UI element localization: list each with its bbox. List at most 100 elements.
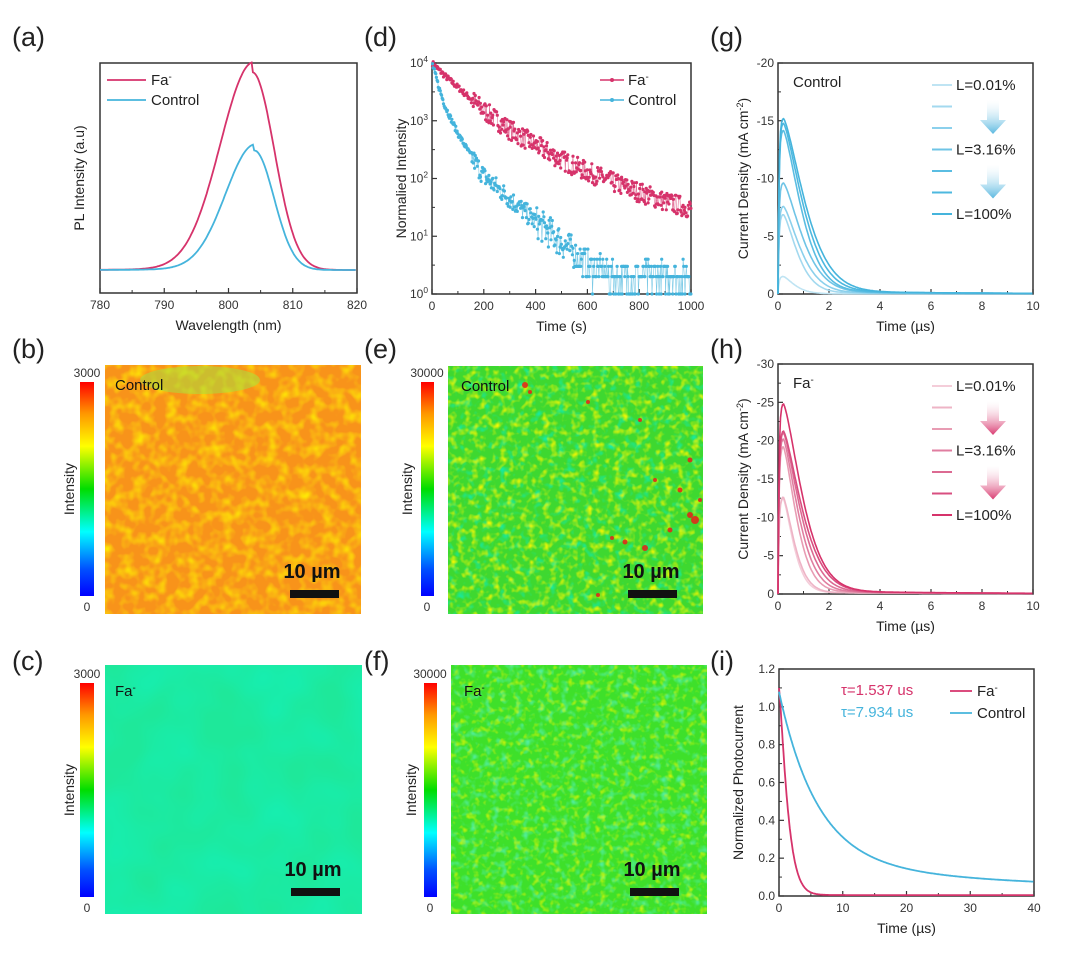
y-tick-label: 0 (767, 287, 774, 301)
map-b-sample-label: Control (115, 377, 163, 394)
legend-label: Fa- (628, 72, 649, 90)
map-e-scale-bar (628, 590, 677, 598)
panel-label-h: (h) (710, 334, 743, 364)
colorbar-b (80, 382, 94, 596)
lifetime-annotation: τ=1.537 us (841, 682, 913, 699)
x-tick-label: 800 (629, 299, 649, 313)
y-tick-label: 100 (410, 285, 428, 301)
panel-label-d: (d) (364, 22, 397, 52)
x-tick-label: 0 (775, 299, 782, 313)
y-tick-label: -10 (757, 510, 775, 524)
map-e: 30000 0 Intensity Control 10 µm (399, 366, 703, 614)
colorbar-c (80, 683, 94, 897)
map-e-texture (448, 366, 703, 614)
colorbar-e-max: 30000 (410, 366, 444, 380)
x-tick-label: 4 (877, 599, 884, 613)
x-axis-label: Time (µs) (877, 920, 936, 936)
x-tick-label: 0 (429, 299, 436, 313)
x-tick-label: 820 (347, 298, 367, 312)
legend-marker (610, 78, 614, 82)
x-tick-label: 30 (964, 901, 978, 915)
map-f-texture (451, 665, 707, 914)
map-b-texture (105, 365, 361, 614)
x-tick-label: 8 (979, 599, 986, 613)
y-tick-label: 1.0 (758, 700, 775, 714)
legend-marker (610, 98, 614, 102)
y-tick-label: -5 (763, 229, 774, 243)
series-line-control (100, 143, 356, 271)
x-axis-label: Wavelength (nm) (175, 317, 281, 333)
y-tick-label: 104 (410, 54, 428, 70)
map-f-scale-text: 10 µm (623, 859, 680, 881)
legend-label: L=3.16% (956, 142, 1016, 159)
panel-label-b: (b) (12, 334, 45, 364)
panel-label-g: (g) (710, 22, 743, 52)
colorbar-f-min: 0 (427, 901, 434, 915)
down-arrow-icon (980, 164, 1006, 199)
x-tick-label: 780 (90, 298, 110, 312)
x-tick-label: 8 (979, 299, 986, 313)
x-axis-label: Time (s) (536, 318, 587, 334)
sample-annotation: Control (793, 74, 841, 91)
y-tick-label: 0.6 (758, 776, 775, 790)
y-tick-label: 102 (410, 170, 428, 186)
legend-label: Control (977, 705, 1025, 722)
x-axis-label: Time (µs) (876, 318, 935, 334)
y-tick-label: -5 (763, 549, 774, 563)
y-tick-label: -20 (757, 56, 775, 70)
legend-label: L=3.16% (956, 443, 1016, 460)
map-e-scale-text: 10 µm (622, 561, 679, 583)
series-line-control (778, 691, 1034, 883)
x-tick-label: 40 (1027, 901, 1041, 915)
map-b: 3000 0 Intensity Control 10 µm (61, 365, 361, 614)
x-tick-label: 800 (218, 298, 238, 312)
x-tick-label: 1000 (678, 299, 705, 313)
x-tick-label: 400 (526, 299, 546, 313)
chart-h-fa-current: 0 2 4 6 8 10 0 -5 -10 -15 -20 -25 -30 Time (µs) Curren… (735, 357, 1040, 634)
panel-label-c: (c) (12, 646, 43, 676)
panel-label-a: (a) (12, 22, 45, 52)
legend-label: Fa- (977, 683, 998, 701)
map-f-sample-label: Fa- (464, 683, 485, 701)
y-tick-label: -15 (757, 472, 775, 486)
x-tick-label: 790 (154, 298, 174, 312)
y-axis-label: PL Intensity (a.u) (71, 125, 87, 230)
y-tick-label: -20 (757, 434, 775, 448)
colorbar-b-max: 3000 (74, 366, 101, 380)
colorbar-e-min: 0 (424, 600, 431, 614)
y-axis-label: Normalied Intensity (393, 119, 409, 239)
series-points-fa (430, 60, 693, 219)
y-tick-label: -15 (757, 114, 775, 128)
legend-label: L=0.01% (956, 378, 1016, 395)
legend-label: L=0.01% (956, 77, 1016, 94)
series-line (777, 403, 1033, 595)
colorbar-c-title: Intensity (61, 764, 77, 816)
y-tick-label: 0 (767, 587, 774, 601)
map-f-scale-bar (630, 888, 679, 896)
map-f: 30000 0 Intensity Fa- 10 µm (403, 665, 707, 915)
series-line-fa (778, 687, 1034, 896)
x-tick-label: 600 (577, 299, 597, 313)
chart-d-decay: 0 200 400 600 800 1000 100 101 102 103 104 Time (s)… (393, 54, 705, 334)
colorbar-f-title: Intensity (403, 764, 419, 816)
colorbar-b-min: 0 (84, 600, 91, 614)
x-tick-label: 4 (877, 299, 884, 313)
y-tick-label: 0.4 (758, 813, 775, 827)
y-tick-label: -10 (757, 172, 775, 186)
chart-g-control-current: 0 2 4 6 8 10 0 -5 -10 -15 -20 Time (µs) Current Dens… (735, 56, 1040, 334)
map-c: 3000 0 Intensity Fa- 10 µm (61, 665, 362, 915)
colorbar-f-max: 30000 (413, 667, 447, 681)
map-b-scale-bar (290, 590, 339, 598)
x-tick-label: 200 (474, 299, 494, 313)
series-line (777, 214, 1033, 295)
down-arrow-icon (980, 401, 1006, 436)
y-tick-label: 0.0 (758, 889, 775, 903)
legend-label: L=100% (956, 206, 1011, 223)
y-tick-label: 101 (410, 227, 428, 243)
series-line-fa (432, 61, 692, 218)
y-tick-label: 0.2 (758, 851, 775, 865)
series-line-control (432, 63, 691, 295)
y-tick-label: 103 (410, 112, 428, 128)
legend-label: Control (151, 92, 199, 109)
